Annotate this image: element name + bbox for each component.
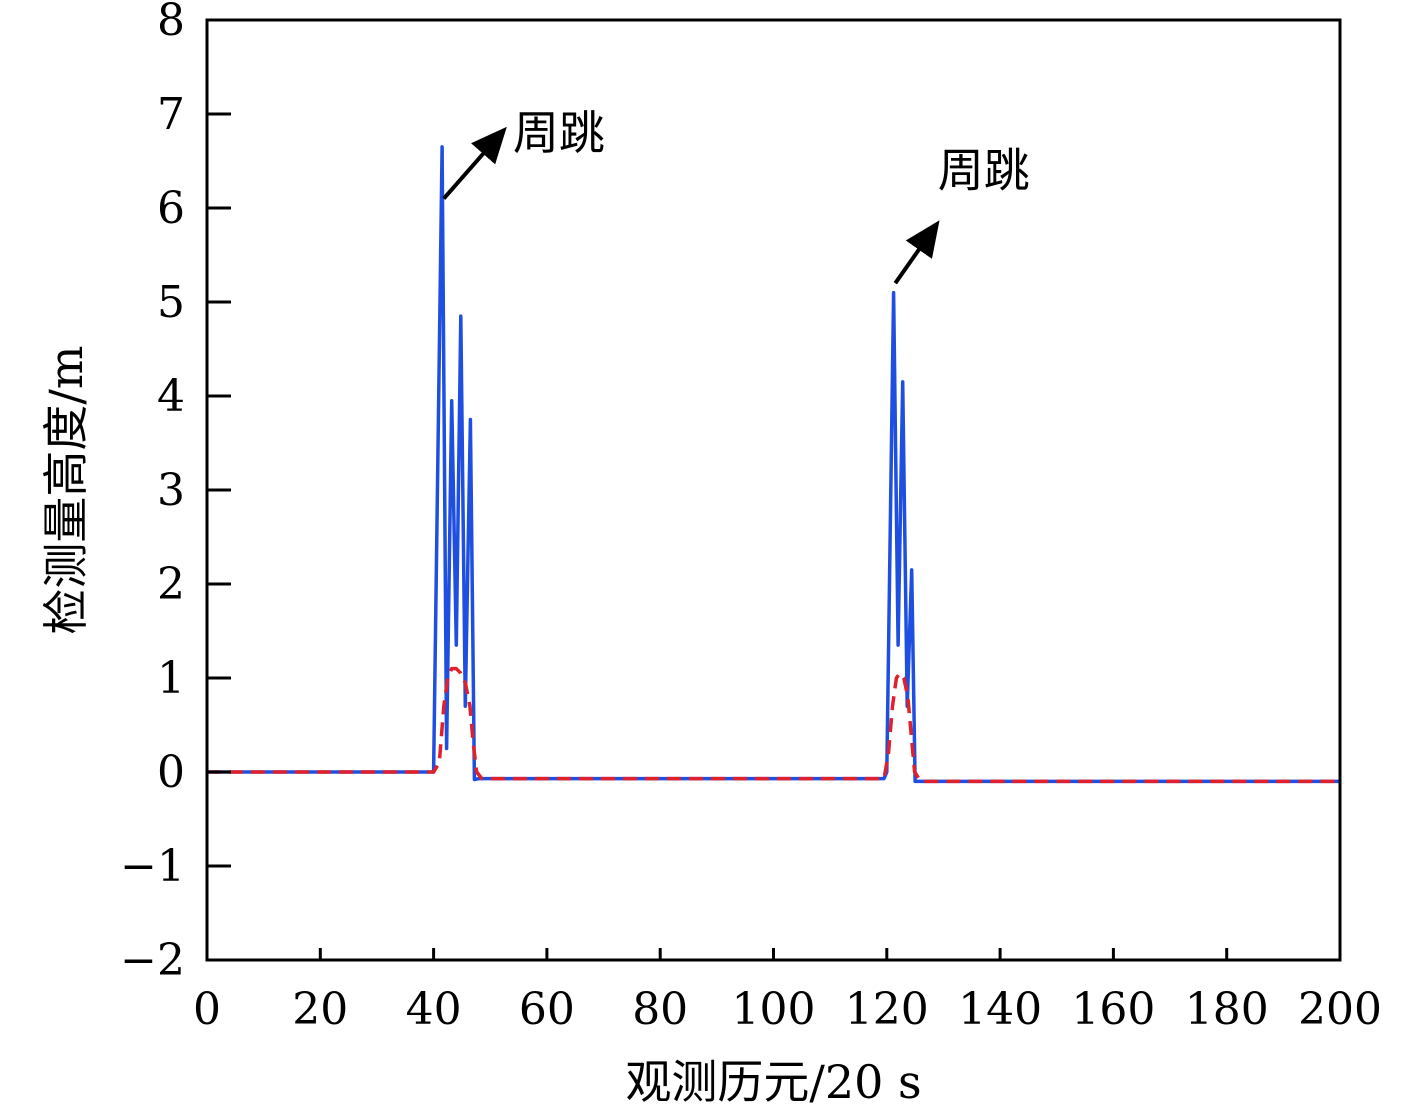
x-tick-label: 160 <box>1071 984 1155 1035</box>
series-layer <box>207 145 1340 784</box>
x-tick-label: 140 <box>958 984 1042 1035</box>
ticks-layer: 0 20 40 60 80 100 120 140 160 180 200 −2 −1 0 1 2 3 4 5 6 7 8 <box>120 0 1382 1035</box>
x-tick-label: 20 <box>292 984 348 1035</box>
frame-layer <box>205 18 1342 962</box>
x-tick-label: 180 <box>1185 984 1269 1035</box>
x-tick-label: 200 <box>1298 984 1382 1035</box>
x-tick-label: 80 <box>632 984 688 1035</box>
y-tick-label: −1 <box>120 841 185 892</box>
x-tick-label: 0 <box>193 984 221 1035</box>
y-tick-label: −2 <box>120 935 185 986</box>
y-tick-label: 8 <box>157 0 185 46</box>
x-tick-label: 60 <box>519 984 575 1035</box>
y-tick-label: 5 <box>157 277 185 328</box>
y-tick-label: 1 <box>157 653 185 704</box>
x-tick-label: 40 <box>406 984 462 1035</box>
annotation-arrow-2 <box>893 220 940 285</box>
y-axis-title: 检测量高度/m <box>39 345 93 634</box>
series-line-1 <box>207 145 1340 784</box>
annotation-label-1: 周跳 <box>513 106 605 160</box>
x-tick-label: 120 <box>845 984 929 1035</box>
y-tick-label: 4 <box>157 371 185 422</box>
y-tick-label: 2 <box>157 559 185 610</box>
annotation-arrow-1 <box>442 126 507 200</box>
y-tick-label: 7 <box>157 89 185 140</box>
x-axis-title: 观测历元/20 s <box>625 1055 921 1106</box>
y-tick-label: 0 <box>157 747 185 798</box>
series-line-2 <box>207 666 1340 784</box>
plot-frame <box>205 18 1342 962</box>
x-tick-label: 100 <box>732 984 816 1035</box>
y-tick-label: 6 <box>157 183 185 234</box>
y-tick-label: 3 <box>157 465 185 516</box>
annotation-label-2: 周跳 <box>938 143 1030 197</box>
